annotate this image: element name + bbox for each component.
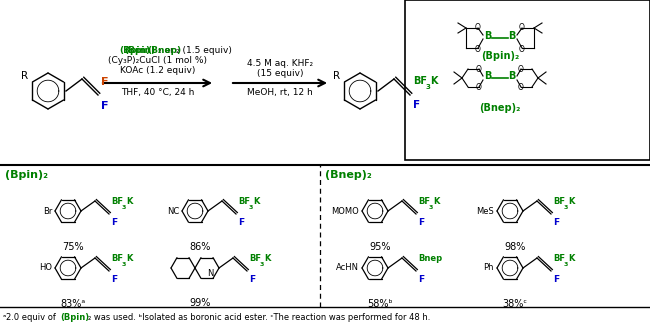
Text: K: K [126, 254, 133, 263]
Text: R: R [333, 71, 340, 81]
Text: O: O [519, 23, 525, 32]
Text: 3: 3 [260, 262, 265, 267]
Text: MOMO: MOMO [332, 206, 359, 215]
Text: Bnep: Bnep [418, 254, 442, 263]
Text: O: O [518, 65, 524, 74]
Text: K: K [264, 254, 270, 263]
Text: K: K [433, 197, 439, 206]
Text: ₂ (1.5 equiv): ₂ (1.5 equiv) [176, 46, 231, 55]
Text: BF: BF [418, 197, 430, 206]
Text: 2.0 equiv of: 2.0 equiv of [6, 313, 58, 322]
Text: F: F [553, 218, 559, 227]
Text: BF: BF [413, 76, 427, 86]
Text: 3: 3 [426, 84, 431, 90]
Text: BF: BF [249, 254, 261, 263]
Text: K: K [568, 197, 575, 206]
Text: F: F [418, 218, 424, 227]
Text: BF: BF [553, 197, 565, 206]
Text: O: O [476, 65, 482, 74]
Text: 75%: 75% [62, 242, 84, 252]
Text: O: O [519, 45, 525, 54]
Text: F: F [553, 275, 559, 284]
Text: KOAc (1.2 equiv): KOAc (1.2 equiv) [120, 66, 195, 75]
Text: O: O [475, 23, 481, 32]
Text: ᵃ: ᵃ [3, 313, 6, 322]
Text: O: O [518, 83, 524, 92]
Text: N: N [207, 269, 214, 278]
Text: BF: BF [238, 197, 250, 206]
Text: NC: NC [167, 206, 179, 215]
Text: (Bnep)₂: (Bnep)₂ [325, 170, 372, 180]
Text: K: K [253, 197, 259, 206]
Text: 3: 3 [564, 262, 568, 267]
Text: (Cy₃P)₂CuCl (1 mol %): (Cy₃P)₂CuCl (1 mol %) [108, 56, 207, 65]
Text: F: F [249, 275, 255, 284]
Text: (Bpin)₂: (Bpin)₂ [481, 51, 519, 61]
Text: F: F [111, 218, 117, 227]
Text: (Bnep)₂: (Bnep)₂ [479, 103, 521, 113]
Text: B: B [508, 71, 515, 81]
Text: MeS: MeS [476, 206, 494, 215]
Text: O: O [475, 45, 481, 54]
Text: 83%ᵃ: 83%ᵃ [60, 299, 86, 309]
Text: 38%ᶜ: 38%ᶜ [502, 299, 528, 309]
Text: 3: 3 [122, 262, 126, 267]
Text: B: B [484, 71, 491, 81]
Text: 98%: 98% [504, 242, 526, 252]
Text: F: F [101, 101, 109, 111]
Text: 3: 3 [249, 205, 254, 210]
Text: B: B [484, 31, 491, 41]
Text: 4.5 M aq. KHF₂: 4.5 M aq. KHF₂ [247, 59, 313, 68]
Text: (Bpin)₂: (Bpin)₂ [5, 170, 48, 180]
Text: F: F [238, 218, 244, 227]
Text: B: B [508, 31, 515, 41]
Text: F: F [111, 275, 117, 284]
Text: HO: HO [39, 263, 52, 272]
Text: AcHN: AcHN [336, 263, 359, 272]
Text: K: K [430, 76, 437, 86]
Text: K: K [568, 254, 575, 263]
Text: 3: 3 [564, 205, 568, 210]
Text: 3: 3 [429, 205, 434, 210]
Bar [405, 0, 650, 160]
Text: 58%ᵇ: 58%ᵇ [367, 299, 393, 309]
Text: F: F [418, 275, 424, 284]
Text: (Bpin): (Bpin) [124, 46, 155, 55]
Text: BF: BF [111, 197, 123, 206]
Text: 86%: 86% [189, 242, 211, 252]
Text: BF: BF [111, 254, 123, 263]
Text: THF, 40 °C, 24 h: THF, 40 °C, 24 h [121, 88, 194, 97]
Text: K: K [126, 197, 133, 206]
Text: R: R [21, 71, 28, 81]
Text: 3: 3 [122, 205, 126, 210]
Text: (Bnep): (Bnep) [148, 46, 181, 55]
Text: O: O [476, 83, 482, 92]
Text: F: F [413, 100, 420, 110]
Text: ₂ was used. ᵇIsolated as boronic acid ester. ᶜThe reaction was performed for 48 : ₂ was used. ᵇIsolated as boronic acid es… [88, 313, 430, 322]
Text: 99%: 99% [189, 298, 211, 308]
Text: F: F [101, 77, 109, 87]
Text: (Bpin): (Bpin) [60, 313, 89, 322]
Text: (15 equiv): (15 equiv) [257, 69, 304, 78]
Text: MeOH, rt, 12 h: MeOH, rt, 12 h [247, 88, 313, 97]
Text: (Bpin): (Bpin) [120, 46, 151, 55]
Text: 95%: 95% [369, 242, 391, 252]
Text: Ph: Ph [484, 263, 494, 272]
Text: ₂ or: ₂ or [157, 46, 176, 55]
Text: BF: BF [553, 254, 565, 263]
Text: Br: Br [43, 206, 52, 215]
